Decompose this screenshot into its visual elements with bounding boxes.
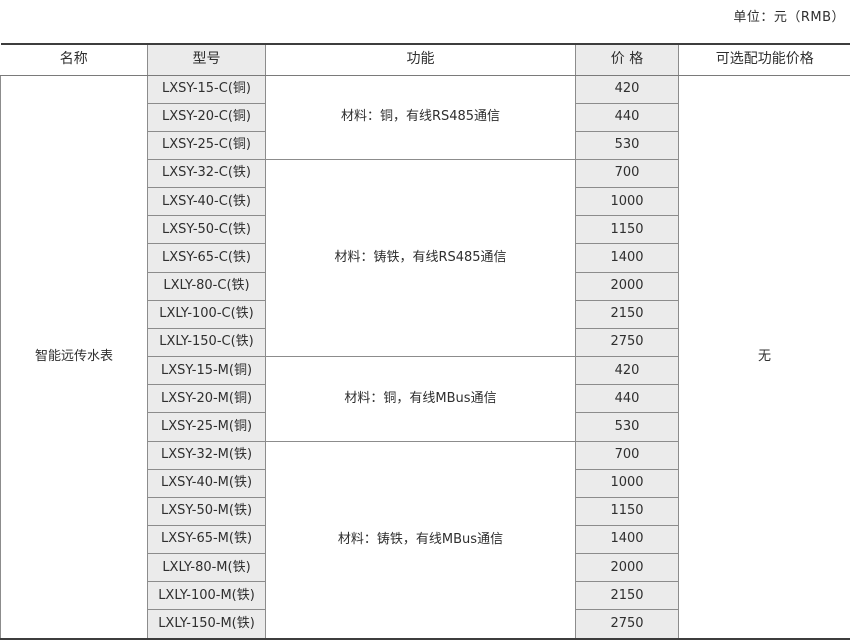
price-cell: 2750 [575, 327, 679, 358]
price-cell: 700 [575, 158, 679, 189]
function-cell: 材料：铸铁，有线MBus通信 [265, 440, 576, 640]
model-cell: LXSY-20-M(铜) [147, 384, 266, 414]
price-cell: 420 [575, 74, 679, 104]
model-cell: LXSY-50-M(铁) [147, 496, 266, 527]
price-cell: 700 [575, 440, 679, 470]
table-row: LXSY-50-M(铁) 1150 [1, 496, 850, 527]
price-cell: 2000 [575, 553, 679, 583]
table-row: LXLY-150-C(铁) 2750 [1, 327, 850, 358]
price-table: 名称 型号 功能 价 格 可选配功能价格 智能远传水表 LXSY-15-C(铜) 材… [0, 43, 850, 640]
price-cell: 1150 [575, 215, 679, 245]
model-cell: LXLY-100-M(铁) [147, 581, 266, 611]
optional-price-cell: 无 [678, 74, 850, 640]
model-cell: LXSY-25-M(铜) [147, 412, 266, 442]
table-row: 智能远传水表 LXSY-15-C(铜) 材料：铜，有线RS485通信 420 无 [0, 74, 850, 640]
price-cell: 1000 [575, 468, 679, 498]
model-cell: LXSY-20-C(铜) [147, 102, 266, 132]
header-row: 名称 型号 功能 价 格 可选配功能价格 [0, 43, 850, 76]
table-row: LXSY-32-M(铁) 材料：铸铁，有线MBus通信 700 [1, 440, 850, 640]
price-cell: 1000 [575, 187, 679, 217]
price-cell: 530 [575, 412, 679, 442]
function-cell: 材料：铜，有线MBus通信 [265, 356, 576, 442]
model-cell: LXLY-100-C(铁) [147, 299, 266, 329]
price-cell: 530 [575, 130, 679, 160]
unit-label: 单位：元（RMB） [733, 10, 845, 25]
table-row: LXSY-32-C(铁) 材料：铸铁，有线RS485通信 700 [1, 158, 850, 358]
table-row: LXLY-100-M(铁) 2150 [1, 581, 850, 611]
header-optional-price: 可选配功能价格 [678, 43, 850, 76]
table-row: LXSY-50-C(铁) 1150 [1, 215, 850, 245]
table-row: LXSY-65-M(铁) 1400 [1, 524, 850, 555]
product-name-cell: 智能远传水表 [0, 74, 148, 640]
header-name: 名称 [0, 43, 148, 76]
model-cell: LXLY-150-M(铁) [147, 609, 266, 640]
model-cell: LXSY-15-C(铜) [147, 74, 266, 104]
price-cell: 420 [575, 356, 679, 386]
model-cell: LXSY-15-M(铜) [147, 356, 266, 386]
table-row: LXSY-15-M(铜) 材料：铜，有线MBus通信 420 [1, 356, 850, 442]
price-cell: 2150 [575, 299, 679, 329]
model-cell: LXSY-40-C(铁) [147, 187, 266, 217]
price-cell: 1400 [575, 243, 679, 273]
price-cell: 440 [575, 102, 679, 132]
function-cell: 材料：铸铁，有线RS485通信 [265, 158, 576, 358]
price-cell: 2000 [575, 271, 679, 301]
table-row: LXSY-25-M(铜) 530 [1, 412, 850, 442]
price-cell: 1400 [575, 524, 679, 555]
model-cell: LXLY-80-M(铁) [147, 553, 266, 583]
model-cell: LXSY-25-C(铜) [147, 130, 266, 160]
price-cell: 440 [575, 384, 679, 414]
table-row: LXSY-20-C(铜) 440 [1, 102, 850, 132]
header-function: 功能 [265, 43, 576, 76]
table-body: 智能远传水表 LXSY-15-C(铜) 材料：铜，有线RS485通信 420 无 LXSY… [0, 74, 850, 640]
table-row: LXLY-80-C(铁) 2000 [1, 271, 850, 301]
model-cell: LXSY-32-C(铁) [147, 158, 266, 189]
function-cell: 材料：铜，有线RS485通信 [265, 74, 576, 160]
table-row: LXSY-20-M(铜) 440 [1, 384, 850, 414]
table-row: LXSY-40-M(铁) 1000 [1, 468, 850, 498]
model-cell: LXLY-150-C(铁) [147, 327, 266, 358]
model-cell: LXSY-40-M(铁) [147, 468, 266, 498]
table-row: LXSY-65-C(铁) 1400 [1, 243, 850, 273]
model-cell: LXSY-50-C(铁) [147, 215, 266, 245]
header-price: 价 格 [575, 43, 679, 76]
table-row: LXSY-40-C(铁) 1000 [1, 187, 850, 217]
price-cell: 2150 [575, 581, 679, 611]
price-cell: 2750 [575, 609, 679, 640]
model-cell: LXLY-80-C(铁) [147, 271, 266, 301]
model-cell: LXSY-32-M(铁) [147, 440, 266, 470]
model-cell: LXSY-65-C(铁) [147, 243, 266, 273]
table-row: LXSY-25-C(铜) 530 [1, 130, 850, 160]
price-cell: 1150 [575, 496, 679, 527]
model-cell: LXSY-65-M(铁) [147, 524, 266, 555]
table-row: LXLY-150-M(铁) 2750 [1, 609, 850, 640]
header-model: 型号 [147, 43, 266, 76]
